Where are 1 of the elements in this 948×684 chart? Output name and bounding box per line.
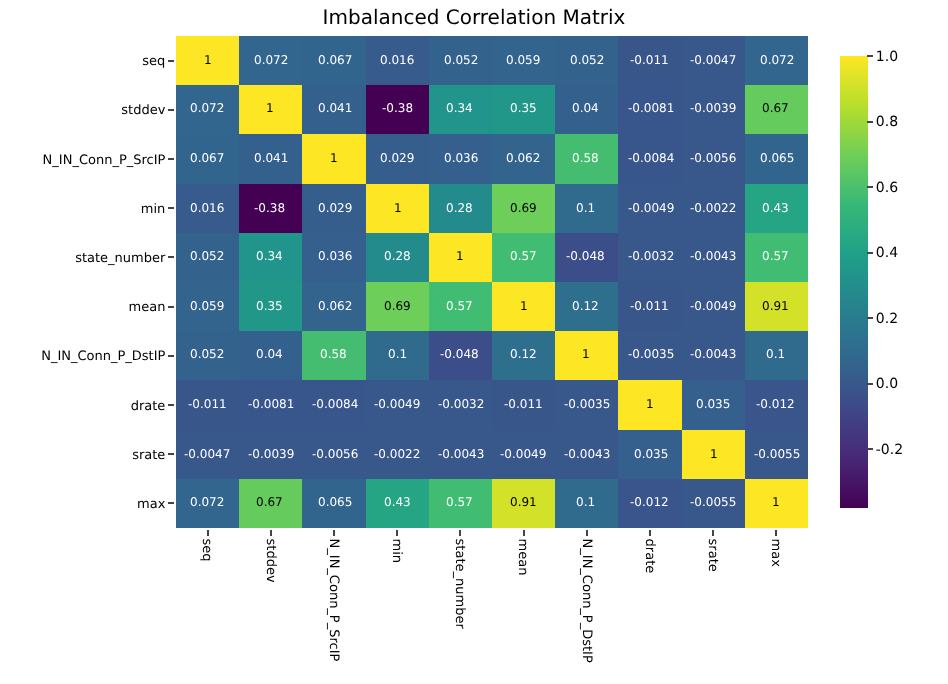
- chart-title: Imbalanced Correlation Matrix: [322, 8, 626, 31]
